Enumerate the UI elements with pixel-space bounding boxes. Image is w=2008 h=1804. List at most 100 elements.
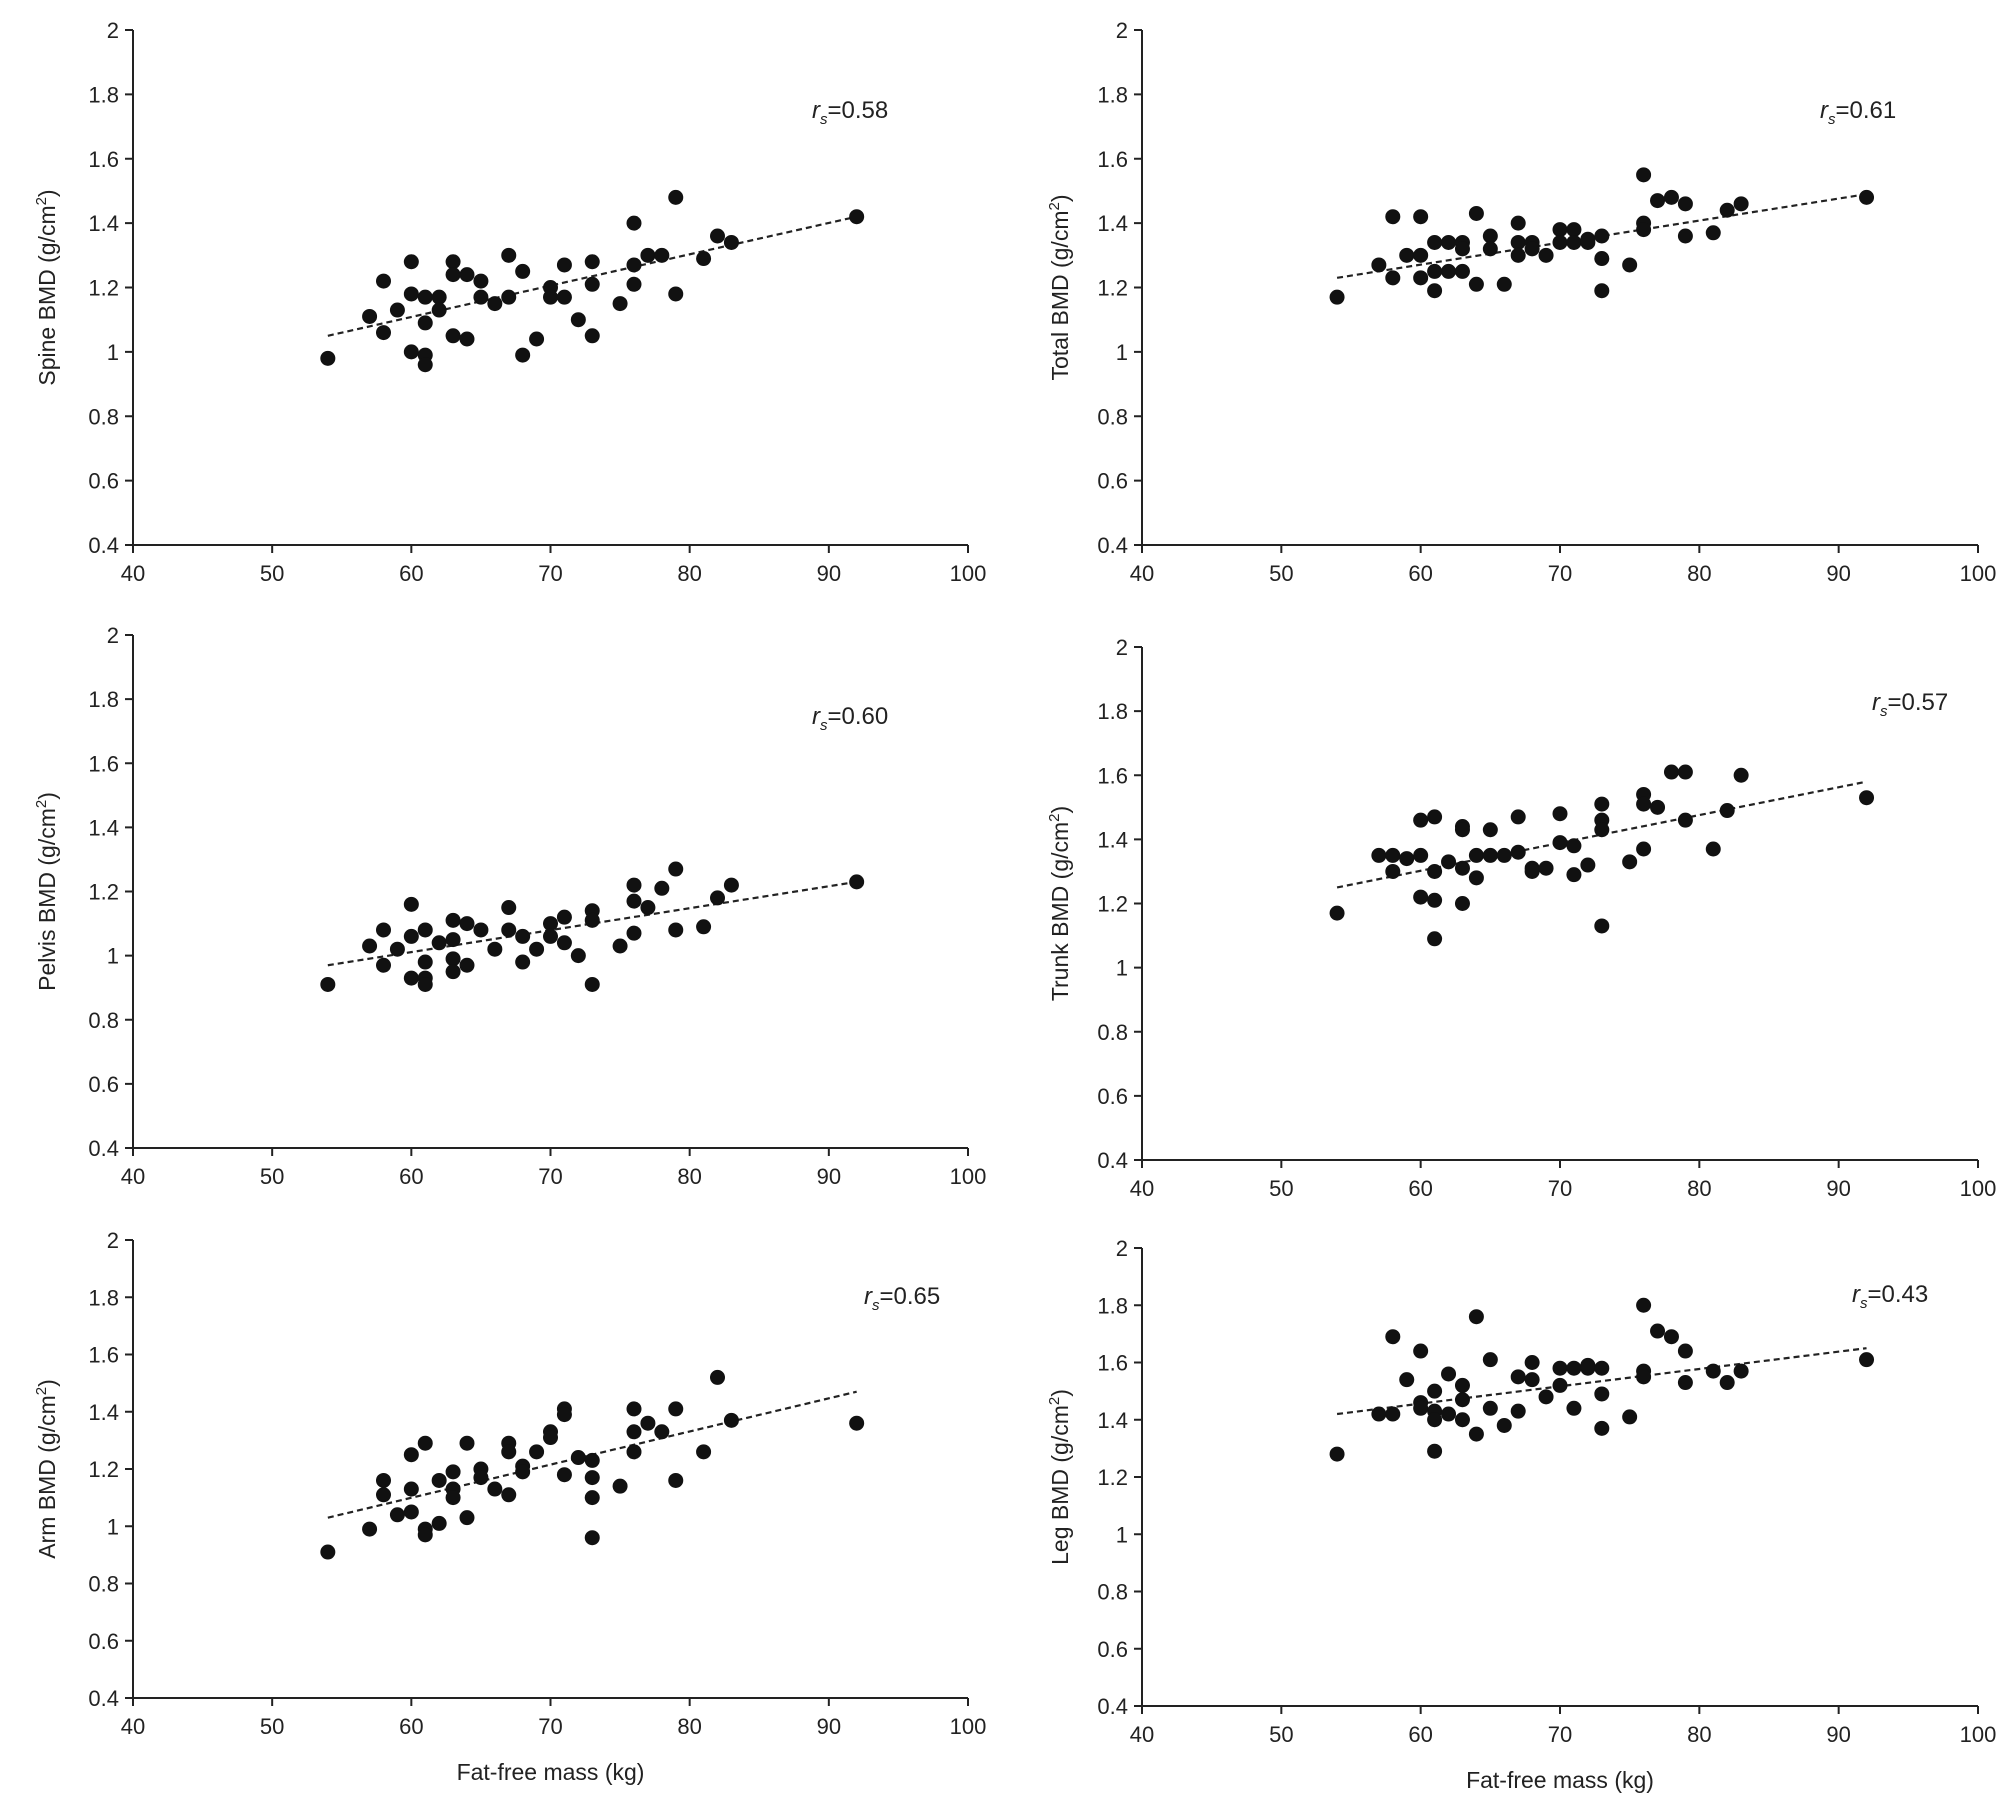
y-axis-label-main: Leg BMD (g/cm — [1047, 1405, 1073, 1565]
data-point — [1859, 1352, 1875, 1368]
y-tick-label: 1 — [107, 944, 119, 969]
data-point — [1636, 1297, 1652, 1313]
data-point — [626, 276, 642, 292]
x-axis-label: Fat-free mass (kg) — [1466, 1767, 1654, 1793]
data-point — [1524, 863, 1540, 879]
data-point — [1482, 847, 1498, 863]
data-point — [556, 289, 572, 305]
data-point — [1538, 247, 1554, 263]
data-point — [487, 1481, 503, 1497]
data-point — [543, 1430, 558, 1446]
data-point — [445, 328, 461, 344]
data-point — [431, 935, 447, 951]
data-point — [389, 1507, 405, 1523]
chart-panel-2: 0.4 0.6 0.8 1 1.2 1.4 1.6 1.8 2 40 50 60 70 80 90 100 To… — [1046, 18, 1996, 586]
data-point — [529, 331, 545, 347]
data-point — [1454, 1412, 1470, 1428]
data-point — [1677, 1343, 1693, 1359]
data-point — [403, 286, 419, 302]
y-tick-label: 0.6 — [1097, 1084, 1128, 1109]
x-tick-label: 40 — [121, 1714, 145, 1739]
y-tick-label: 1.4 — [88, 815, 119, 840]
correlation-subscript: s — [1860, 1295, 1868, 1312]
x-tick-label: 60 — [1408, 1722, 1432, 1747]
correlation-value: =0.57 — [1888, 689, 1949, 716]
data-point — [1566, 838, 1582, 854]
y-tick-label: 1.4 — [1097, 1408, 1128, 1433]
data-point — [1482, 241, 1498, 257]
y-tick-label: 1.6 — [88, 1343, 119, 1368]
data-point — [1594, 1360, 1610, 1376]
data-point — [1719, 803, 1735, 819]
data-point — [1454, 1377, 1470, 1393]
x-tick-label: 100 — [1960, 1722, 1997, 1747]
data-point — [473, 289, 489, 305]
data-point — [320, 350, 336, 366]
data-point — [459, 1435, 475, 1451]
y-tick-label: 0.6 — [1097, 469, 1128, 494]
y-tick-label: 1.8 — [1097, 82, 1128, 107]
y-tick-label: 1.2 — [88, 276, 119, 301]
x-tick-label: 90 — [817, 561, 841, 586]
data-point — [515, 954, 531, 970]
correlation-symbol: r — [812, 703, 821, 730]
data-point — [1385, 847, 1401, 863]
data-point — [1427, 1383, 1443, 1399]
data-point — [1454, 860, 1470, 876]
data-point — [1705, 1363, 1721, 1379]
data-point — [459, 1510, 475, 1526]
correlation-value: =0.43 — [1868, 1281, 1929, 1308]
y-axis-label-tail: ) — [34, 792, 60, 800]
data-point — [1510, 1403, 1526, 1419]
y-axis-label: Leg BMD (g/cm2) — [1046, 1389, 1073, 1565]
data-point — [543, 289, 558, 305]
data-point — [445, 1490, 461, 1506]
y-axis-label-superscript: 2 — [1046, 202, 1063, 210]
y-axis-label-main: Trunk BMD (g/cm — [1047, 822, 1073, 1001]
data-point — [1329, 905, 1345, 921]
y-tick-label: 0.4 — [88, 533, 119, 558]
data-point — [1482, 1352, 1498, 1368]
correlation-symbol: r — [812, 97, 821, 124]
data-point — [584, 328, 600, 344]
data-point — [1413, 270, 1429, 286]
data-point — [1468, 1309, 1484, 1325]
data-point — [1677, 812, 1693, 828]
x-tick-label: 60 — [399, 1164, 423, 1189]
x-tick-label: 90 — [1826, 561, 1850, 586]
y-tick-label: 1.8 — [88, 687, 119, 712]
data-point — [1705, 841, 1721, 857]
correlation-annotation: rs=0.65 — [864, 1283, 940, 1314]
data-point — [710, 1369, 725, 1385]
data-point — [543, 928, 558, 944]
data-point — [1329, 1446, 1345, 1462]
x-tick-label: 70 — [1548, 561, 1572, 586]
x-tick-label: 70 — [538, 1714, 562, 1739]
y-axis-label-main: Total BMD (g/cm — [1047, 211, 1073, 381]
y-axis-label-tail: ) — [34, 189, 60, 197]
y-tick-label: 1.2 — [88, 1457, 119, 1482]
x-tick-label: 100 — [1960, 561, 1997, 586]
x-tick-label: 40 — [1130, 1722, 1154, 1747]
data-point — [1385, 209, 1401, 225]
chart-panel-5: 0.4 0.6 0.8 1 1.2 1.4 1.6 1.8 2 40 50 60 70 80 90 100 Ar… — [33, 1228, 986, 1785]
y-tick-label: 1.4 — [88, 1400, 119, 1425]
y-tick-label: 0.4 — [88, 1136, 119, 1161]
data-point — [626, 1444, 642, 1460]
chart-panel-6: 0.4 0.6 0.8 1 1.2 1.4 1.6 1.8 2 40 50 60 70 80 90 100 Le… — [1046, 1236, 1996, 1793]
x-tick-label: 50 — [1269, 1722, 1293, 1747]
data-point — [668, 1401, 684, 1417]
y-tick-label: 1 — [107, 340, 119, 365]
data-point — [1636, 222, 1652, 238]
x-tick-label: 50 — [260, 1714, 284, 1739]
data-point — [501, 289, 517, 305]
data-point — [626, 1424, 642, 1440]
data-point — [1552, 835, 1568, 851]
data-point — [1552, 806, 1568, 822]
data-point — [445, 267, 461, 283]
x-tick-label: 80 — [1687, 1722, 1711, 1747]
x-tick-label: 100 — [950, 1714, 987, 1739]
y-tick-label: 0.8 — [88, 1008, 119, 1033]
y-tick-label: 1.6 — [88, 751, 119, 776]
data-point — [849, 209, 865, 225]
